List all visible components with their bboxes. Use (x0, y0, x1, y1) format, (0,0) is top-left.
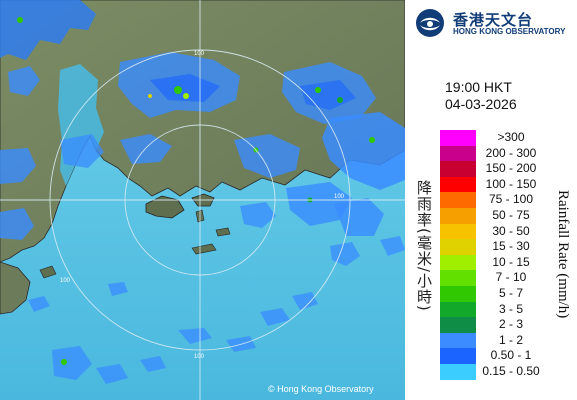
legend-range-label: 0.15 - 0.50 (482, 363, 540, 378)
small-island (39, 265, 57, 279)
range-ring-label: 100 (194, 51, 205, 57)
legend-swatch (440, 363, 476, 380)
observation-date: 04-03-2026 (445, 96, 517, 112)
legend-range-label: 1 - 2 (498, 332, 523, 347)
logo-chinese-text: 香港天文台 (453, 11, 534, 29)
legend-range-label: 0.50 - 1 (490, 348, 532, 363)
range-rings (0, 0, 405, 400)
western-land-area (0, 261, 31, 315)
legend-swatch (440, 161, 476, 177)
legend-range-label: 200 - 300 (485, 145, 537, 160)
legend-swatch (440, 207, 476, 224)
copyright-text: © Hong Kong Observatory (268, 384, 374, 394)
small-island (215, 227, 231, 237)
observation-time: 19:00 HKT (445, 79, 512, 95)
legend-swatch (440, 254, 476, 271)
radar-map[interactable]: 100 100 100 100 © Hong Kong Observatory (0, 0, 405, 400)
legend-panel: 香港天文台 HONG KONG OBSERVATORY 19:00 HKT 04… (405, 0, 577, 400)
legend-swatch (440, 145, 476, 162)
legend-swatch (440, 192, 476, 208)
hko-emblem-icon (416, 9, 444, 37)
legend-swatch (440, 239, 476, 255)
range-ring-label: 100 (334, 194, 345, 200)
legend-swatch (440, 301, 476, 318)
legend-labels: >300 200 - 300 150 - 200 100 - 150 75 - … (480, 130, 542, 380)
legend-swatch (440, 130, 476, 146)
legend-range-label: 50 - 75 (492, 207, 530, 222)
rain-echo-layer (0, 0, 405, 384)
legend-swatches (440, 130, 476, 380)
legend-range-label: 10 - 15 (492, 254, 530, 269)
legend-title-chinese: 降雨率(毫米/小時) (415, 180, 433, 312)
legend-range-label: 5 - 7 (498, 285, 523, 300)
legend-range-label: >300 (497, 130, 525, 144)
legend-range-label: 150 - 200 (485, 161, 537, 176)
mainland-area (0, 0, 405, 263)
range-ring-label: 100 (194, 354, 205, 360)
legend-swatch (440, 270, 476, 286)
legend-title-english: Rainfall Rate (mm/h) (555, 190, 571, 319)
legend-range-label: 15 - 30 (492, 239, 530, 254)
range-ring-labels: 100 100 100 100 (60, 51, 345, 360)
logo-english-text: HONG KONG OBSERVATORY (453, 27, 566, 36)
range-ring-label: 100 (60, 278, 71, 284)
legend-swatch (440, 176, 476, 193)
legend-range-label: 3 - 5 (498, 301, 523, 316)
legend-swatch (440, 317, 476, 333)
rain-heavy-cells (17, 17, 375, 365)
legend-range-label: 7 - 10 (495, 270, 527, 285)
hko-logo[interactable]: 香港天文台 HONG KONG OBSERVATORY (413, 8, 573, 38)
legend-swatch (440, 285, 476, 302)
legend-swatch (440, 348, 476, 364)
legend-range-label: 100 - 150 (485, 176, 537, 191)
small-island (191, 243, 217, 255)
legend-swatch (440, 223, 476, 240)
legend-range-label: 2 - 3 (498, 317, 523, 332)
legend-swatch (440, 332, 476, 349)
lantau-island (145, 195, 185, 219)
legend-range-label: 75 - 100 (488, 192, 534, 207)
legend-range-label: 30 - 50 (492, 223, 530, 238)
